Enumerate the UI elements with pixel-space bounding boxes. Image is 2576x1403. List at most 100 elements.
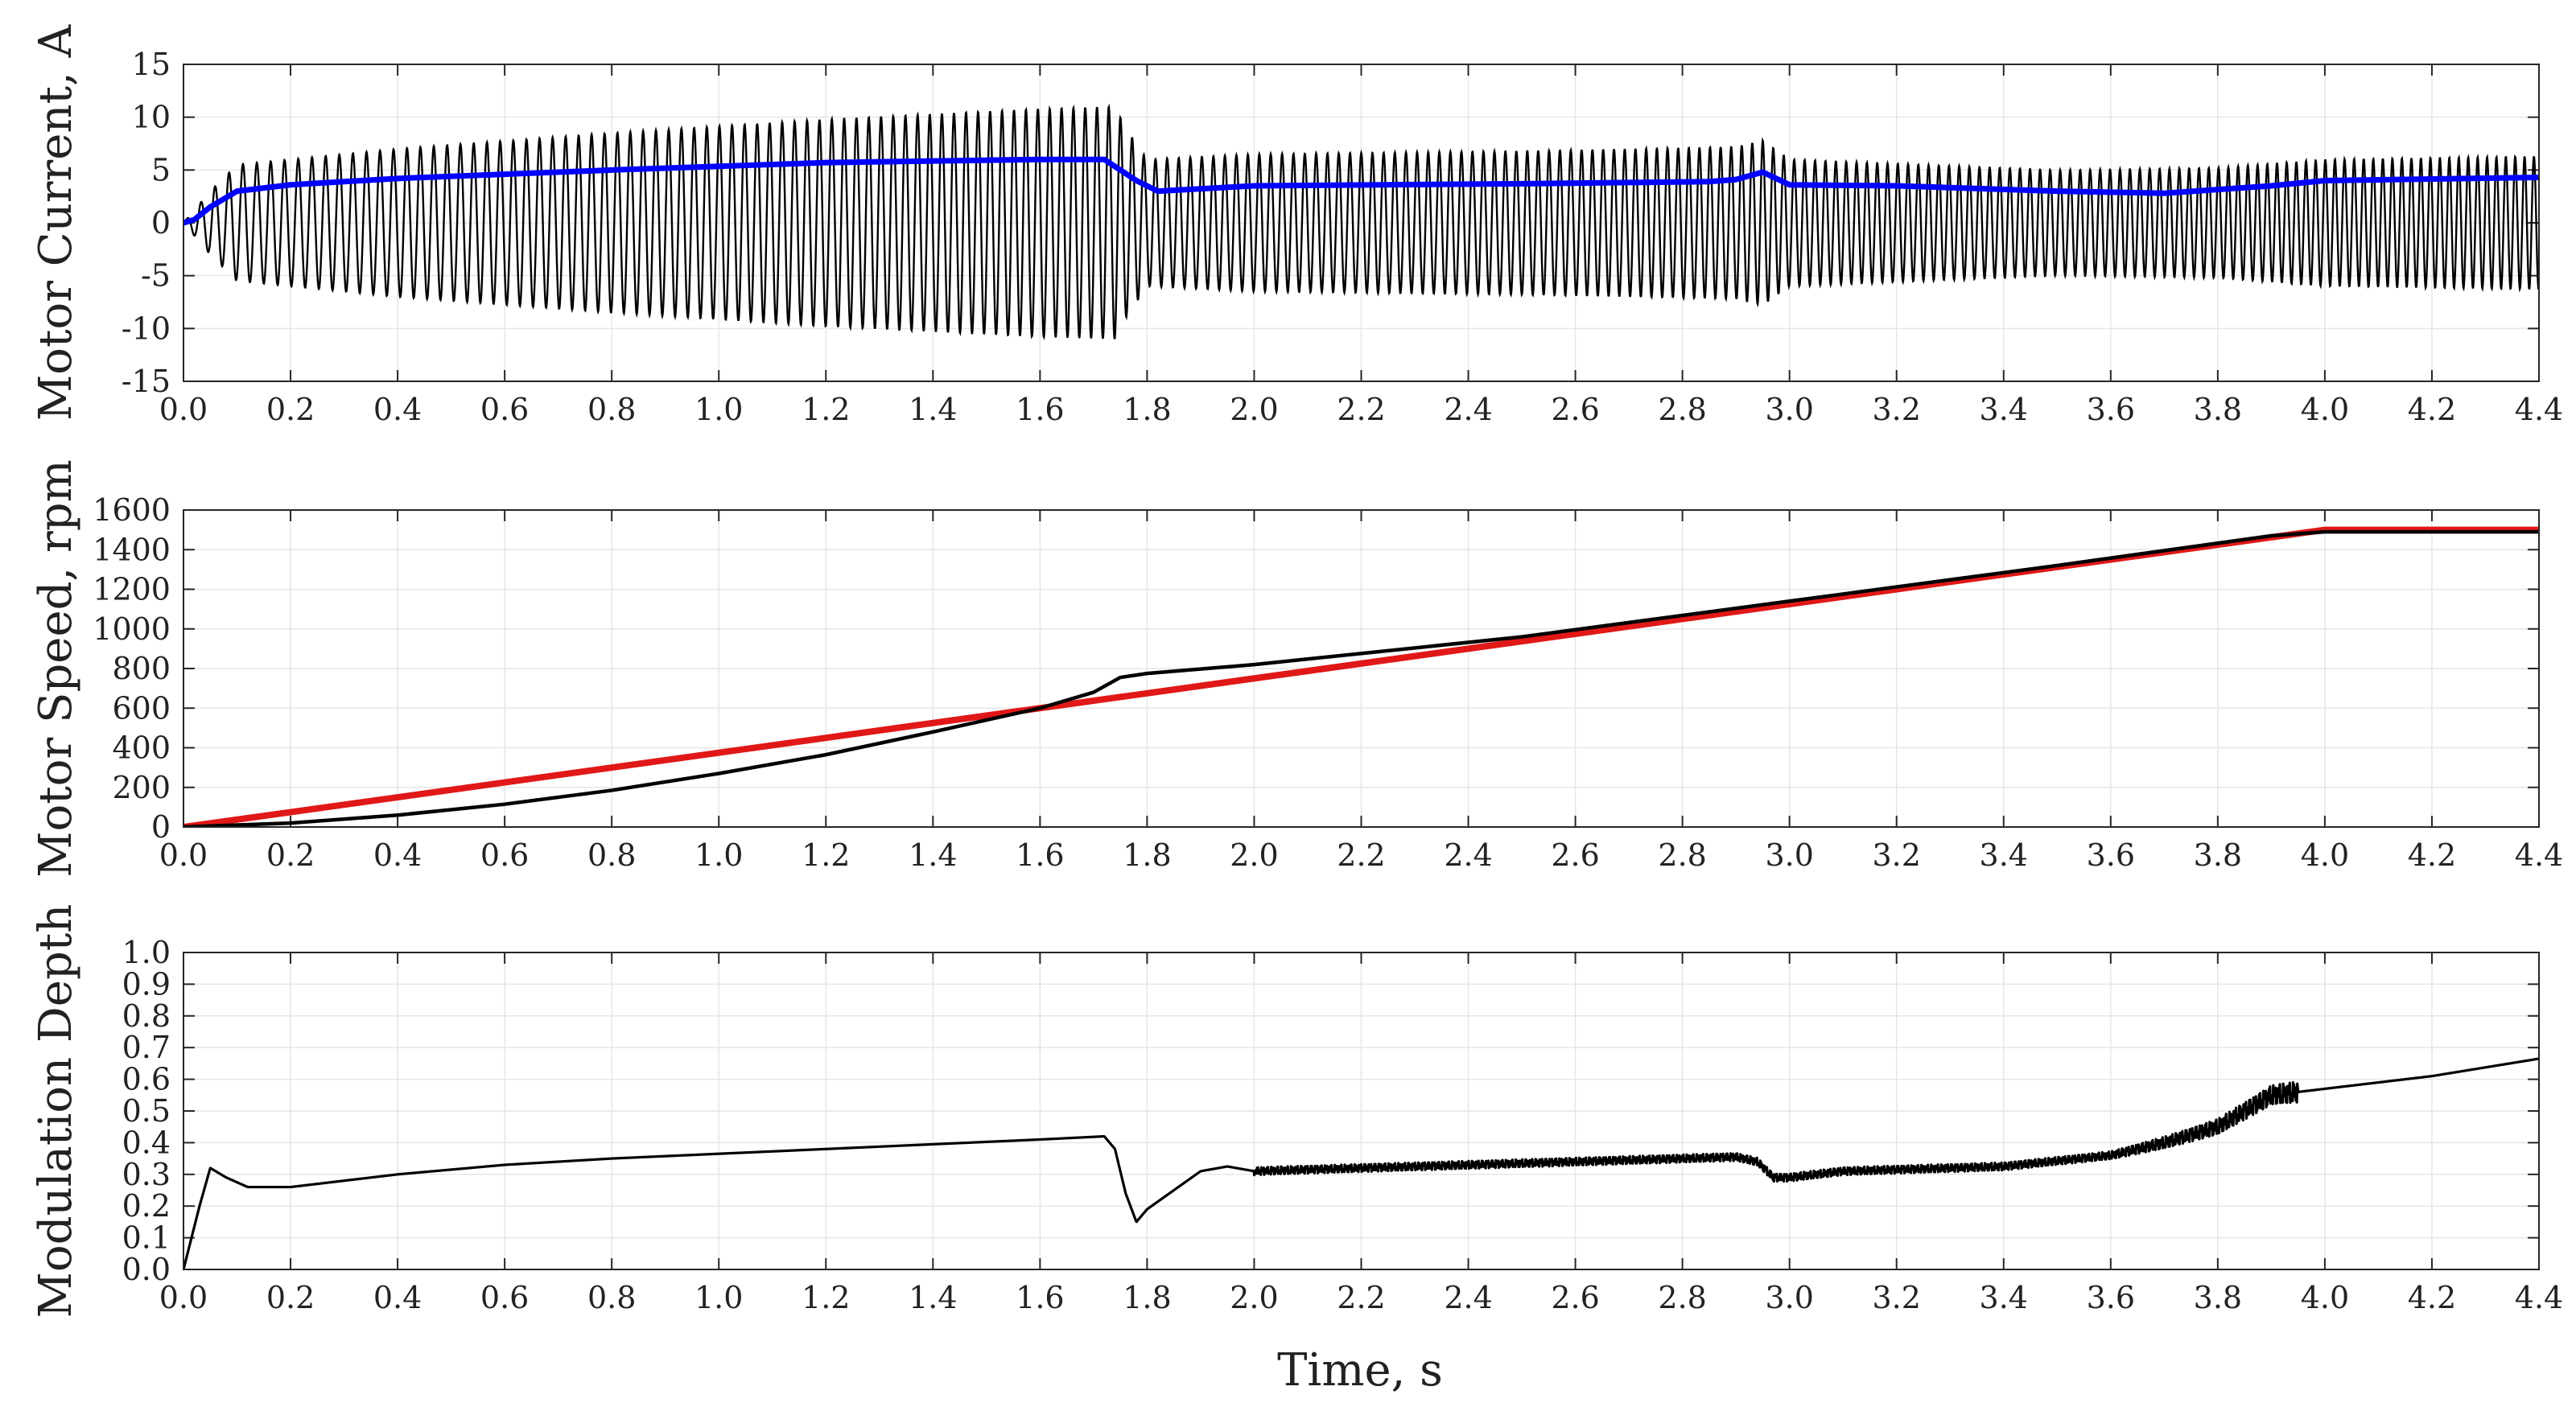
y-tick-label: 1400 xyxy=(93,532,171,567)
series-reference-speed xyxy=(183,526,2539,827)
modulation-chart: 0.0 0.2 0.4 0.6 0.8 1.0 1.2 1.4 1.6 1.8 2.0 2.2 2.4 2… xyxy=(30,904,2563,1319)
axes-frame xyxy=(183,509,2540,828)
x-tick-label: 2.8 xyxy=(1658,392,1706,427)
x-tick-label: 4.4 xyxy=(2515,392,2563,427)
y-tick-label: -15 xyxy=(122,364,171,399)
y-tick-label: 1.0 xyxy=(122,935,171,970)
x-tick-label: 2.2 xyxy=(1337,1280,1385,1315)
x-tick-label: 4.0 xyxy=(2301,837,2349,873)
x-tick-label: 0.4 xyxy=(373,392,422,427)
y-axis-label: Modulation Depth xyxy=(30,904,82,1319)
x-tick-label: 3.2 xyxy=(1873,392,1921,427)
x-tick-label: 0.4 xyxy=(373,837,422,873)
x-tick-label: 1.8 xyxy=(1123,1280,1171,1315)
x-tick-label: 3.6 xyxy=(2087,392,2135,427)
y-tick-label: 0 xyxy=(151,809,171,845)
y-tick-label: 0.1 xyxy=(122,1220,171,1256)
x-tick-label: 0.0 xyxy=(159,837,208,873)
y-tick-label: -10 xyxy=(122,311,171,346)
x-tick-label: 2.2 xyxy=(1337,392,1385,427)
x-tick-label: 4.0 xyxy=(2301,1280,2349,1315)
x-tick-label: 1.4 xyxy=(909,837,957,873)
y-tick-label: 10 xyxy=(132,100,171,135)
x-tick-label: 4.2 xyxy=(2408,837,2456,873)
y-axis-label: Motor Speed, rpm xyxy=(30,459,82,878)
x-tick-label: 3.8 xyxy=(2194,1280,2242,1315)
x-tick-label: 0.2 xyxy=(266,837,315,873)
x-tick-label: 4.2 xyxy=(2408,392,2456,427)
series-current-magnitude xyxy=(183,156,2539,226)
x-tick-label: 2.0 xyxy=(1230,837,1278,873)
x-tick-label: 3.6 xyxy=(2087,837,2135,873)
speed-chart: 0.0 0.2 0.4 0.6 0.8 1.0 1.2 1.4 1.6 1.8 2.0 2.2 2.4 2… xyxy=(30,459,2563,878)
y-tick-label: 800 xyxy=(112,651,171,686)
x-tick-label: 1.4 xyxy=(909,392,957,427)
x-axis-label: Time, s xyxy=(1277,1344,1443,1397)
x-tick-label: 2.0 xyxy=(1230,392,1278,427)
current-chart: 0.0 0.2 0.4 0.6 0.8 1.0 1.2 1.4 1.6 1.8 2.0 2.2 2.4 2… xyxy=(30,24,2563,427)
y-tick-label: 1000 xyxy=(93,611,171,647)
x-tick-label: 3.6 xyxy=(2087,1280,2135,1315)
y-tick-label: 0.6 xyxy=(122,1062,171,1097)
y-tick-label: 0.2 xyxy=(122,1188,171,1224)
x-tick-label: 1.2 xyxy=(802,837,850,873)
y-tick-label: 0.4 xyxy=(122,1125,171,1160)
x-tick-label: 3.0 xyxy=(1765,837,1813,873)
x-tick-label: 1.8 xyxy=(1123,392,1171,427)
x-tick-label: 2.4 xyxy=(1444,1280,1492,1315)
x-tick-label: 0.0 xyxy=(159,392,208,427)
x-tick-label: 3.4 xyxy=(1980,392,2028,427)
plot-area xyxy=(183,526,2539,827)
x-tick-label: 0.4 xyxy=(373,1280,422,1315)
axes-frame xyxy=(183,64,2540,382)
x-tick-label: 1.2 xyxy=(802,1280,850,1315)
x-tick-label: 0.6 xyxy=(480,837,529,873)
x-tick-label: 3.4 xyxy=(1980,1280,2028,1315)
x-tick-label: 4.4 xyxy=(2515,837,2563,873)
y-tick-label: 0.3 xyxy=(122,1157,171,1192)
y-tick-label: 0.0 xyxy=(122,1252,171,1287)
x-tick-label: 1.6 xyxy=(1016,392,1064,427)
series-measured-speed xyxy=(183,529,2539,827)
x-tick-label: 0.0 xyxy=(159,1280,208,1315)
x-tick-label: 0.6 xyxy=(480,1280,529,1315)
x-tick-label: 0.6 xyxy=(480,392,529,427)
y-tick-label: 5 xyxy=(151,152,171,187)
x-tick-label: 2.8 xyxy=(1658,1280,1706,1315)
y-tick-label: 0 xyxy=(151,205,171,241)
x-tick-label: 4.0 xyxy=(2301,392,2349,427)
y-tick-label: 1600 xyxy=(93,492,171,528)
y-axis-label: Motor Current, A xyxy=(30,24,82,421)
x-tick-label: 3.2 xyxy=(1873,837,1921,873)
axes-frame xyxy=(183,952,2540,1270)
y-tick-label: 0.8 xyxy=(122,998,171,1034)
plot-area xyxy=(183,1057,2539,1269)
x-tick-label: 2.0 xyxy=(1230,1280,1278,1315)
x-tick-label: 0.8 xyxy=(587,1280,636,1315)
x-tick-label: 4.4 xyxy=(2515,1280,2563,1315)
x-tick-label: 2.2 xyxy=(1337,837,1385,873)
x-tick-label: 2.4 xyxy=(1444,392,1492,427)
x-tick-label: 1.0 xyxy=(694,1280,743,1315)
y-tick-label: 0.7 xyxy=(122,1030,171,1065)
y-tick-label: 400 xyxy=(112,730,171,766)
x-tick-label: 1.6 xyxy=(1016,1280,1064,1315)
x-tick-label: 4.2 xyxy=(2408,1280,2456,1315)
x-tick-label: 0.8 xyxy=(587,392,636,427)
x-tick-label: 2.6 xyxy=(1551,837,1599,873)
x-tick-label: 3.8 xyxy=(2194,392,2242,427)
x-tick-label: 2.4 xyxy=(1444,837,1492,873)
x-tick-label: 1.6 xyxy=(1016,837,1064,873)
y-tick-label: 600 xyxy=(112,690,171,726)
x-tick-label: 2.8 xyxy=(1658,837,1706,873)
x-tick-label: 1.2 xyxy=(802,392,850,427)
y-tick-label: -5 xyxy=(141,258,171,294)
x-tick-label: 3.0 xyxy=(1765,392,1813,427)
y-tick-label: 15 xyxy=(132,47,171,82)
plot-area xyxy=(183,103,2539,340)
x-tick-label: 3.8 xyxy=(2194,837,2242,873)
y-tick-label: 0.5 xyxy=(122,1093,171,1129)
x-tick-label: 3.4 xyxy=(1980,837,2028,873)
